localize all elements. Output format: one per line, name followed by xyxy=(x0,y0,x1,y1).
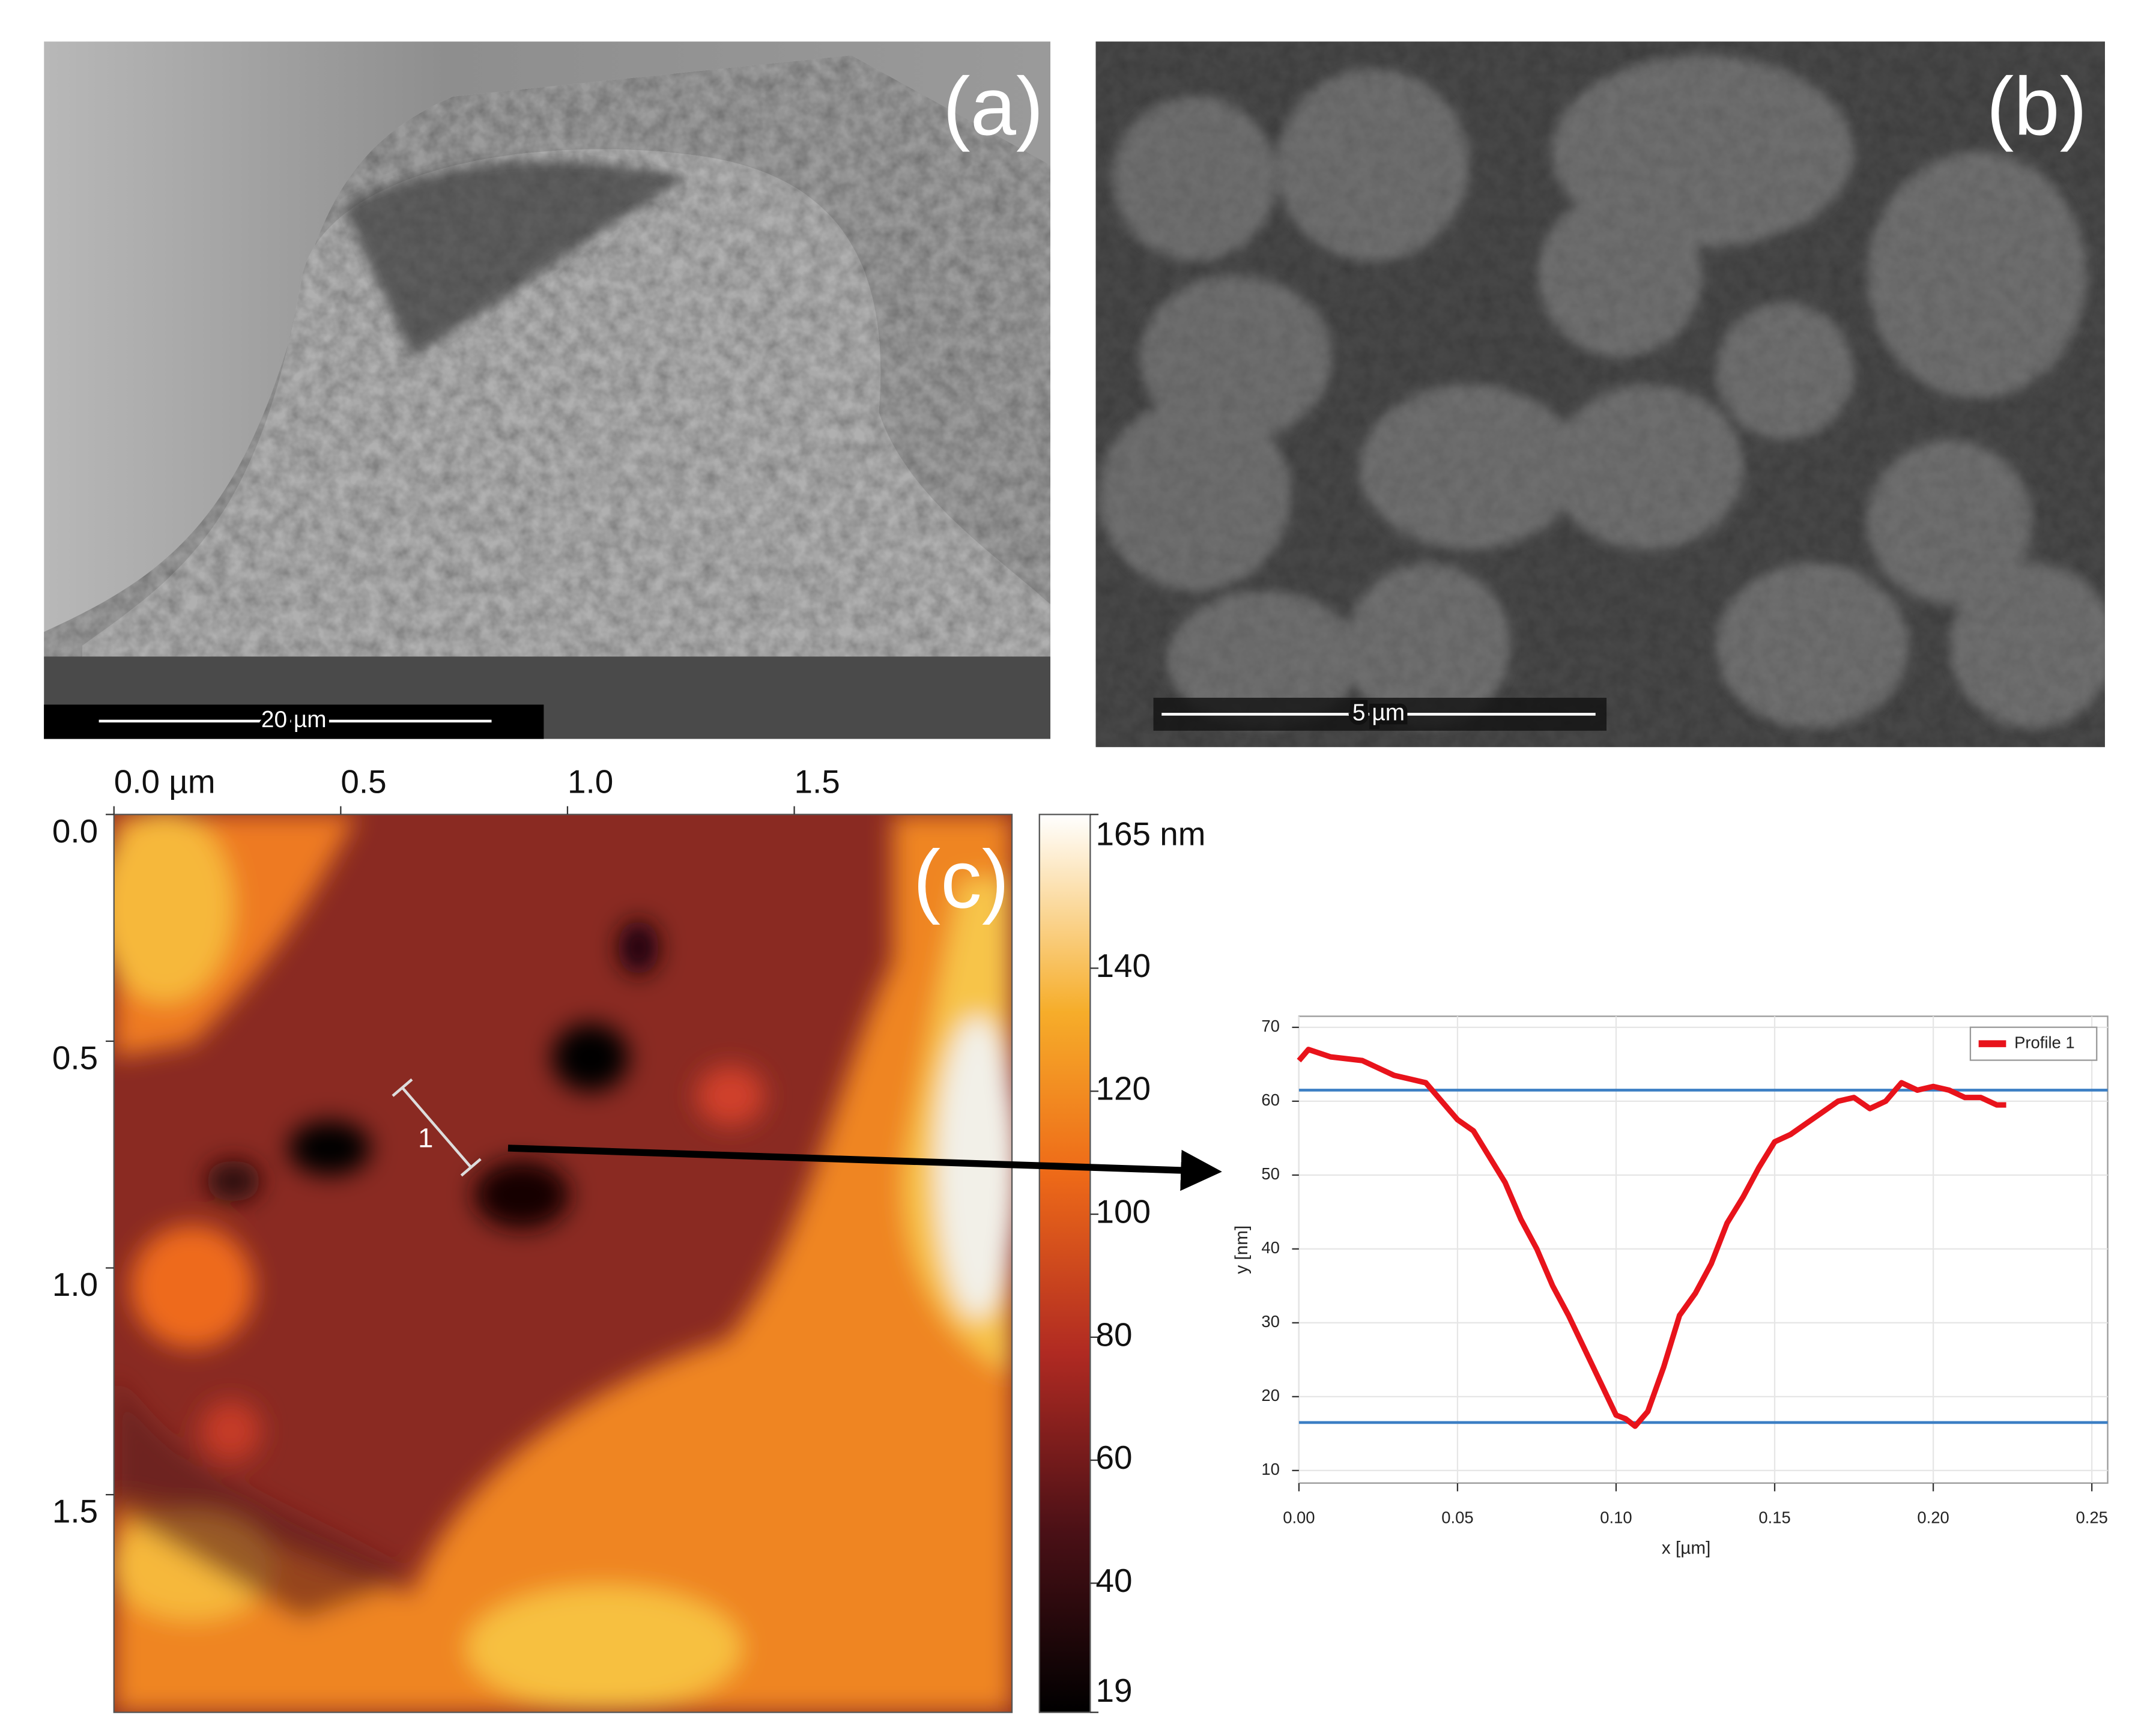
y-tick-label: 10 xyxy=(1261,1460,1280,1478)
x-tick-label: 0.10 xyxy=(1600,1508,1632,1526)
scale-bar-label: 20 µm xyxy=(261,707,327,733)
x-tick-label: 0.0 µm xyxy=(114,763,216,800)
y-tick-label: 0.5 xyxy=(52,1039,98,1076)
legend-label: Profile 1 xyxy=(2014,1033,2075,1051)
y-tick-label: 0.0 xyxy=(52,812,98,850)
sem-image-b xyxy=(1095,41,2105,748)
profile-line xyxy=(1297,1047,2006,1429)
y-axis-label: y [nm] xyxy=(1232,1226,1252,1274)
plot-area xyxy=(1298,1015,2109,1484)
x-tick-label: 1.0 xyxy=(568,763,613,800)
y-tick-label: 20 xyxy=(1261,1386,1280,1405)
panel-label: (b) xyxy=(1987,61,2088,153)
colorbar-tick-label: 120 xyxy=(1096,1070,1151,1107)
sem-image-a xyxy=(44,41,1051,739)
profile-marker-end xyxy=(392,1078,413,1097)
y-tick-label: 50 xyxy=(1261,1164,1280,1183)
panel-label: (a) xyxy=(943,61,1044,153)
colorbar-tick-label: 19 xyxy=(1096,1672,1133,1709)
x-tick-label: 0.25 xyxy=(2076,1508,2107,1526)
colorbar-tick-label: 140 xyxy=(1096,947,1151,984)
x-tick-label: 0.15 xyxy=(1758,1508,1790,1526)
y-tick-label: 1.5 xyxy=(52,1493,98,1530)
colorbar-tick-label: 165 nm xyxy=(1096,815,1206,852)
x-tick-label: 0.5 xyxy=(341,763,386,800)
x-tick-label: 1.5 xyxy=(795,763,840,800)
x-tick-label: 0.05 xyxy=(1441,1508,1473,1526)
arrow xyxy=(507,1145,1222,1191)
y-tick-label: 1.0 xyxy=(52,1266,98,1303)
x-tick-label: 0.00 xyxy=(1283,1508,1315,1526)
y-tick-label: 70 xyxy=(1261,1017,1280,1035)
panel-label: (c) xyxy=(913,833,1010,925)
y-tick-label: 40 xyxy=(1261,1238,1280,1257)
x-tick-label: 0.20 xyxy=(1917,1508,1949,1526)
y-tick-label: 60 xyxy=(1261,1090,1280,1109)
profile-marker xyxy=(401,1086,472,1169)
afm-image xyxy=(114,814,1013,1713)
colorbar-tick-label: 100 xyxy=(1096,1193,1151,1230)
scale-bar-label: 5 µm xyxy=(1352,700,1405,726)
profile-marker-label: 1 xyxy=(418,1122,433,1153)
colorbar-tick-label: 60 xyxy=(1096,1439,1133,1476)
colorbar-tick-label: 80 xyxy=(1096,1316,1133,1353)
afm-frame xyxy=(113,814,1013,1713)
profile-marker-end xyxy=(460,1158,482,1177)
y-tick-label: 30 xyxy=(1261,1312,1280,1331)
colorbar xyxy=(1038,814,1091,1713)
colorbar-tick-label: 40 xyxy=(1096,1562,1133,1599)
x-axis-label: x [µm] xyxy=(1662,1538,1711,1558)
